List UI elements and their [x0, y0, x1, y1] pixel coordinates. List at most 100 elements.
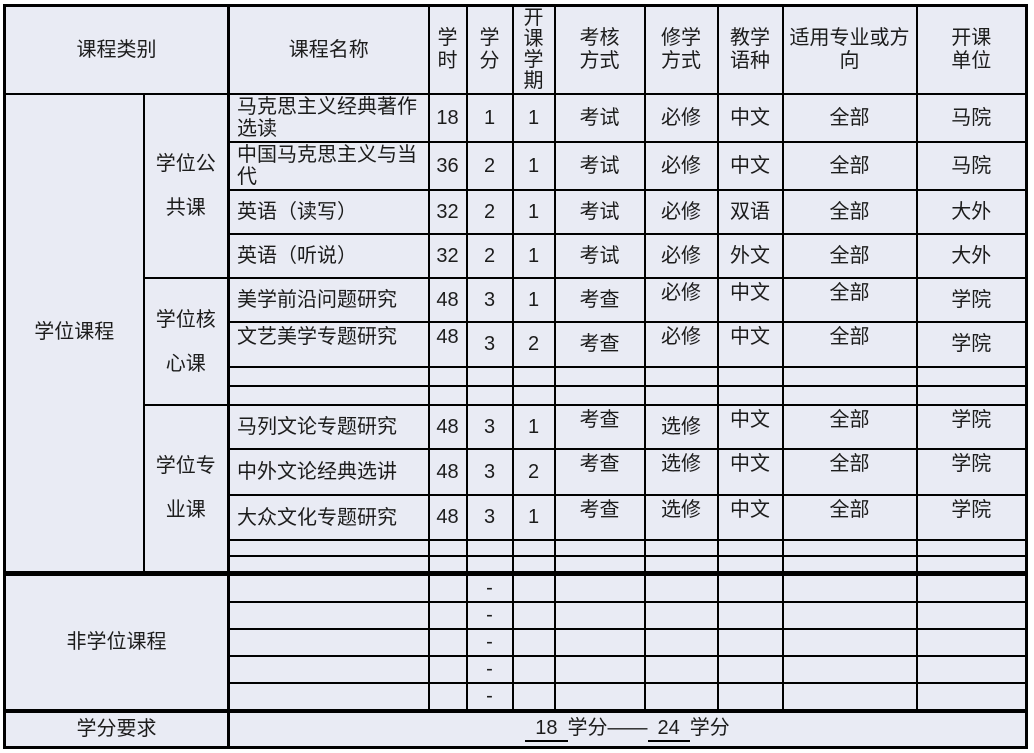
cell-semester — [511, 627, 556, 657]
cell-credits — [465, 539, 514, 557]
cell-unit: 学院 — [915, 494, 1028, 541]
course-row: 学位核心课 美学前沿问题研究 48 3 1 考查 必修 中文 全部 学院 — [5, 277, 1028, 406]
cell-unit — [915, 654, 1028, 684]
cell-language — [716, 600, 784, 630]
cell-hours: 32 — [427, 233, 468, 279]
course-row-empty — [5, 539, 1028, 557]
cell-hours — [427, 385, 468, 406]
cell-hours: 48 — [427, 321, 468, 368]
cell-course-name: 英语（听说） — [227, 233, 430, 279]
cell-assessment: 考查 — [553, 448, 646, 496]
requirement-unit2: 学分 — [689, 717, 730, 740]
cell-semester — [511, 385, 556, 406]
course-row-empty — [5, 366, 1028, 387]
requirement-max-blank: 24 — [647, 716, 690, 743]
cell-hours — [427, 539, 468, 557]
cell-course-name: 马列文论专题研究 — [227, 404, 430, 450]
cell-mode: 必修 — [643, 141, 719, 191]
cell-language: 中文 — [716, 141, 784, 191]
cell-credits: - — [465, 681, 514, 712]
cell-hours — [427, 681, 468, 712]
cell-majors: 全部 — [781, 404, 918, 450]
cell-subcategory-public: 学位公共课 — [142, 93, 230, 279]
cell-mode: 选修 — [643, 448, 719, 496]
cell-majors: 全部 — [781, 141, 918, 191]
cell-credits — [465, 385, 514, 406]
cell-subcategory-core: 学位核心课 — [142, 277, 230, 406]
header-semester: 开课学期 — [511, 4, 556, 95]
course-row: 英语（读写） 32 2 1 考试 必修 双语 全部 大外 — [5, 189, 1028, 235]
cell-mode — [643, 681, 719, 712]
cell-unit: 学院 — [915, 404, 1028, 450]
cell-course-name: 美学前沿问题研究 — [227, 277, 430, 323]
cell-mode — [643, 600, 719, 630]
cell-unit — [915, 600, 1028, 630]
cell-course-name — [227, 681, 430, 712]
header-credits: 学分 — [465, 4, 514, 95]
cell-assessment: 考查 — [553, 404, 646, 450]
cell-unit — [915, 570, 1028, 603]
cell-course-name: 大众文化专题研究 — [227, 494, 430, 541]
cell-majors — [781, 627, 918, 657]
cell-assessment: 考试 — [553, 189, 646, 235]
header-language: 教学语种 — [716, 4, 784, 95]
cell-mode: 必修 — [643, 321, 719, 368]
cell-non-degree-category: 非学位课程 — [3, 570, 230, 712]
cell-unit — [915, 555, 1028, 574]
cell-majors — [781, 654, 918, 684]
cell-semester: 2 — [511, 321, 556, 368]
cell-hours — [427, 627, 468, 657]
cell-unit: 马院 — [915, 141, 1028, 191]
header-unit: 开课单位 — [915, 4, 1028, 95]
header-hours-label: 学时 — [437, 27, 458, 72]
cell-language: 中文 — [716, 321, 784, 368]
cell-majors — [781, 555, 918, 574]
cell-language — [716, 555, 784, 574]
header-language-label: 教学语种 — [730, 27, 770, 72]
cell-hours — [427, 654, 468, 684]
non-degree-row: - — [5, 627, 1028, 657]
cell-majors — [781, 570, 918, 603]
header-course-name: 课程名称 — [227, 4, 430, 95]
cell-subcategory-specialized: 学位专业课 — [142, 404, 230, 574]
cell-language: 中文 — [716, 93, 784, 143]
cell-majors — [781, 366, 918, 387]
cell-assessment — [553, 654, 646, 684]
cell-hours: 48 — [427, 277, 468, 323]
cell-assessment: 考查 — [553, 494, 646, 541]
cell-majors: 全部 — [781, 277, 918, 323]
cell-language: 外文 — [716, 233, 784, 279]
cell-majors: 全部 — [781, 321, 918, 368]
header-majors-label: 适用专业或方向 — [789, 27, 910, 72]
cell-hours: 18 — [427, 93, 468, 143]
cell-semester — [511, 654, 556, 684]
cell-assessment — [553, 366, 646, 387]
non-degree-row: - — [5, 600, 1028, 630]
cell-credits: - — [465, 570, 514, 603]
header-row: 课程类别 课程名称 学时 学分 开课学期 考核方式 修学方式 教学语种 适用专业… — [3, 4, 1028, 95]
cell-degree-category: 学位课程 — [3, 93, 145, 574]
cell-mode — [643, 555, 719, 574]
course-row: 学位课程 学位公共课 马克思主义经典著作选读 18 1 1 考试 必修 中文 全… — [3, 93, 1028, 574]
requirement-dash: —— — [607, 717, 648, 740]
cell-unit — [915, 627, 1028, 657]
cell-language — [716, 366, 784, 387]
cell-majors — [781, 539, 918, 557]
cell-unit — [915, 385, 1028, 406]
cell-assessment: 考试 — [553, 233, 646, 279]
cell-credits: - — [465, 600, 514, 630]
header-category: 课程类别 — [3, 4, 230, 95]
cell-credits: 3 — [465, 321, 514, 368]
cell-unit — [915, 366, 1028, 387]
course-row: 大众文化专题研究 48 3 1 考查 选修 中文 全部 学院 — [5, 494, 1028, 541]
subcategory-specialized-label: 学位专业课 — [155, 455, 216, 522]
cell-assessment: 考试 — [553, 141, 646, 191]
cell-mode: 必修 — [643, 93, 719, 143]
cell-language — [716, 654, 784, 684]
subcategory-public-label: 学位公共课 — [155, 153, 216, 219]
course-row: 英语（听说） 32 2 1 考试 必修 外文 全部 大外 — [5, 233, 1028, 279]
non-degree-row: - — [5, 654, 1028, 684]
cell-hours: 48 — [427, 494, 468, 541]
cell-language: 双语 — [716, 189, 784, 235]
cell-semester — [511, 539, 556, 557]
